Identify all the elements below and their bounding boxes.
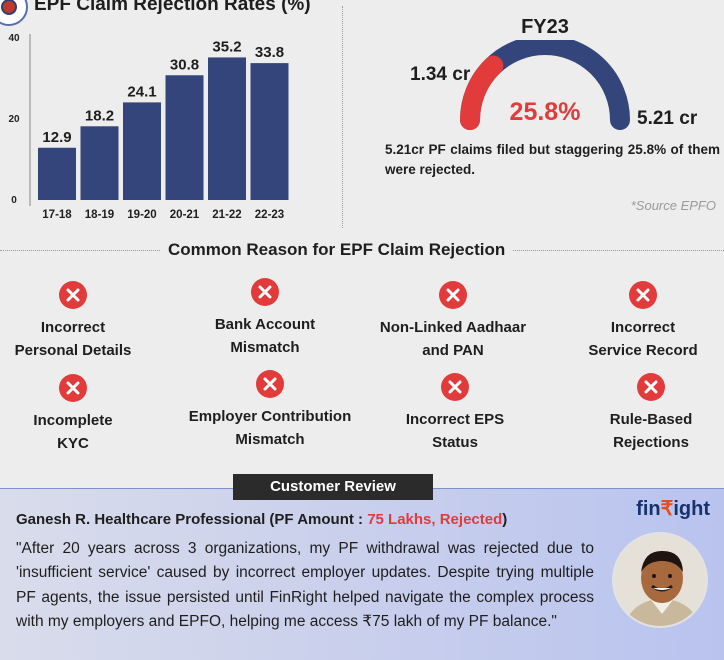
reason-label: Rule-Based Rejections bbox=[609, 411, 693, 452]
rejection-gauge bbox=[460, 40, 630, 130]
reason-label: Incomplete KYC bbox=[33, 412, 113, 453]
x-tick-label: 21-22 bbox=[212, 209, 241, 221]
reason-label: Bank Account Mismatch bbox=[214, 316, 316, 357]
y-tick-label: 40 bbox=[8, 33, 20, 44]
customer-review-panel bbox=[0, 488, 724, 660]
reason-label: Incorrect Service Record bbox=[588, 319, 698, 360]
rejection-rate-bar-chart: 0 20 40 12.9 17-18 18.2 18-19 24.1 19-20 30.8 20-2… bbox=[8, 33, 289, 221]
reason-incorrect-eps-status: Incorrect EPS Status bbox=[355, 372, 555, 455]
reviewer-line: Ganesh R. Healthcare Professional (PF Am… bbox=[16, 511, 507, 528]
reasons-title: Common Reason for EPF Claim Rejection bbox=[160, 240, 514, 260]
vertical-divider bbox=[342, 6, 343, 228]
reviewer-name: Ganesh R. Healthcare Professional (PF Am… bbox=[16, 511, 368, 528]
reason-label: Non-Linked Aadhaar and PAN bbox=[379, 319, 527, 360]
reason-label: Incorrect Personal Details bbox=[14, 319, 132, 360]
reason-incorrect-personal-details: Incorrect Personal Details bbox=[0, 280, 173, 363]
finright-logo: fin₹ight bbox=[636, 496, 710, 521]
bar-value-label: 18.2 bbox=[85, 107, 114, 124]
reason-non-linked-aadhaar-pan: Non-Linked Aadhaar and PAN bbox=[353, 280, 553, 363]
source-note: *Source EPFO bbox=[630, 198, 716, 213]
x-circle-icon bbox=[629, 281, 657, 309]
bar-18-19 bbox=[80, 126, 119, 200]
x-tick-label: 17-18 bbox=[42, 209, 72, 221]
gauge-rejected-label: 1.34 cr bbox=[410, 64, 471, 85]
reason-rule-based-rejections: Rule-Based Rejections bbox=[551, 372, 724, 455]
x-circle-icon bbox=[441, 373, 469, 401]
reason-bank-account-mismatch: Bank Account Mismatch bbox=[165, 277, 365, 360]
gauge-note: 5.21cr PF claims filed but staggering 25… bbox=[385, 142, 720, 177]
x-tick-label: 19-20 bbox=[127, 209, 156, 221]
x-tick-label: 18-19 bbox=[85, 209, 114, 221]
reason-incorrect-service-record: Incorrect Service Record bbox=[543, 280, 724, 363]
x-circle-icon bbox=[59, 281, 87, 309]
chart-title: EPF Claim Rejection Rates (%) bbox=[34, 0, 311, 15]
bar-17-18 bbox=[38, 147, 76, 200]
review-quote: "After 20 years across 3 organizations, … bbox=[16, 540, 594, 631]
bar-20-21 bbox=[165, 75, 204, 200]
x-tick-label: 22-23 bbox=[255, 209, 284, 221]
pf-amount-status: 75 Lakhs, Rejected bbox=[367, 511, 503, 528]
x-tick-label: 20-21 bbox=[170, 209, 200, 221]
x-circle-icon bbox=[251, 278, 279, 306]
bar-19-20 bbox=[123, 102, 161, 200]
gauge-total-label: 5.21 cr bbox=[637, 108, 698, 129]
brand-prefix: fin bbox=[636, 498, 661, 520]
bar-value-label: 35.2 bbox=[212, 38, 241, 55]
reviewer-close: ) bbox=[502, 511, 508, 528]
bar-value-label: 30.8 bbox=[170, 56, 199, 73]
reason-label: Incorrect EPS Status bbox=[405, 411, 505, 452]
reason-employer-contribution-mismatch: Employer Contribution Mismatch bbox=[170, 369, 370, 452]
bar-21-22 bbox=[208, 57, 246, 200]
x-circle-icon bbox=[439, 281, 467, 309]
x-circle-icon bbox=[59, 374, 87, 402]
y-tick-label: 20 bbox=[8, 114, 20, 125]
brand-suffix: ight bbox=[673, 498, 710, 520]
bar-value-label: 33.8 bbox=[255, 44, 284, 61]
bar-value-label: 12.9 bbox=[42, 129, 71, 146]
gauge-rejected-arc bbox=[460, 55, 504, 130]
bar-value-label: 24.1 bbox=[127, 83, 156, 100]
x-circle-icon bbox=[256, 370, 284, 398]
reason-label: Employer Contribution Mismatch bbox=[188, 408, 352, 449]
x-circle-icon bbox=[637, 373, 665, 401]
bar-22-23 bbox=[250, 63, 289, 200]
gauge-title: FY23 bbox=[521, 16, 569, 38]
y-tick-label: 0 bbox=[11, 195, 17, 206]
reviewer-photo bbox=[612, 532, 708, 628]
gauge-percent-label: 25.8% bbox=[509, 98, 581, 126]
epfo-logo bbox=[0, 0, 28, 26]
rupee-icon: ₹ bbox=[660, 498, 674, 520]
person-icon bbox=[614, 534, 706, 626]
review-tab-label: Customer Review bbox=[233, 474, 433, 500]
reason-incomplete-kyc: Incomplete KYC bbox=[0, 373, 173, 456]
